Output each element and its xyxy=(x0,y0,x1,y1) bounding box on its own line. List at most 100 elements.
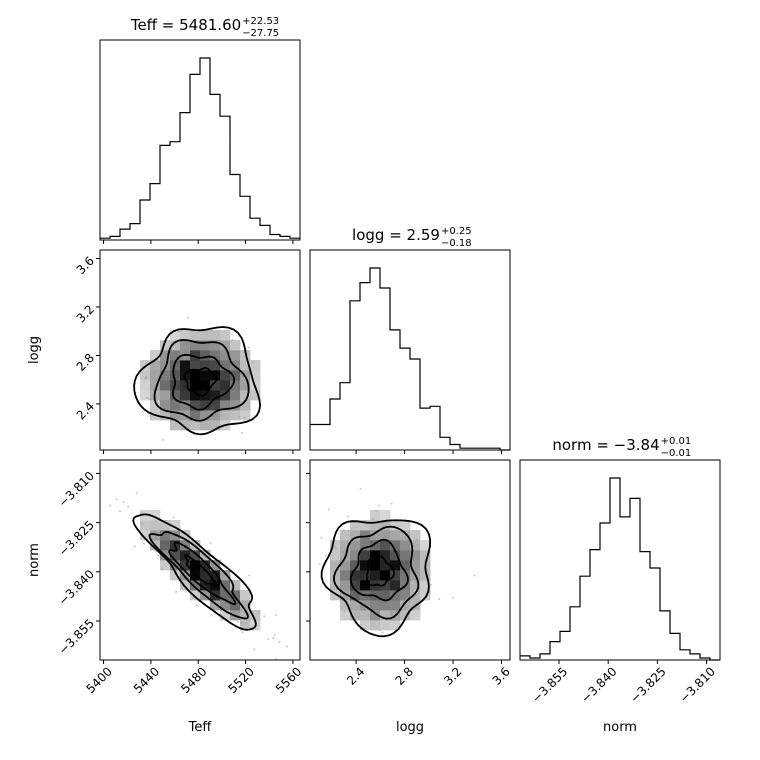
density-cell xyxy=(200,380,211,391)
density-cell xyxy=(240,380,251,391)
density-cell xyxy=(370,560,381,571)
density-cell xyxy=(240,360,251,371)
density-cell xyxy=(140,530,151,541)
contour-1.5sigma xyxy=(153,339,250,422)
density-cell xyxy=(220,400,231,411)
density-cell xyxy=(170,390,181,401)
sample-point xyxy=(115,498,118,501)
x-tick-label-Teff: 5520 xyxy=(226,664,257,695)
density-cell xyxy=(380,510,391,521)
density-cell xyxy=(190,410,201,421)
density-cell xyxy=(350,530,361,541)
sample-point xyxy=(248,574,251,577)
y-axis-label-norm: norm xyxy=(27,543,42,577)
sample-point xyxy=(272,637,275,640)
density-cell xyxy=(140,380,151,391)
density-cell xyxy=(170,350,181,361)
density-cell xyxy=(330,590,341,601)
sample-point xyxy=(451,596,454,599)
y-tick-label-norm: −3.840 xyxy=(56,567,97,608)
sample-point xyxy=(209,542,212,545)
sample-point xyxy=(359,487,362,490)
panel-frame-Teff-norm xyxy=(99,459,301,661)
sample-point xyxy=(184,590,187,593)
title-main-logg: logg = 2.59 xyxy=(352,226,440,244)
sample-point xyxy=(390,502,393,505)
density-cell xyxy=(150,380,161,391)
density-cell xyxy=(180,390,191,401)
density-cell xyxy=(200,370,211,381)
density-cell xyxy=(150,370,161,381)
density-cell xyxy=(390,570,401,581)
density-cell xyxy=(170,550,181,561)
density-cell xyxy=(190,340,201,351)
density-cell xyxy=(210,580,221,591)
density-cell xyxy=(200,570,211,581)
density-cell xyxy=(330,560,341,571)
density-cell xyxy=(420,550,431,561)
density-cell xyxy=(210,350,221,361)
sample-point xyxy=(428,591,431,594)
x-tick-label-norm: −3.810 xyxy=(677,664,718,705)
panel-frames xyxy=(99,39,721,661)
density-cell xyxy=(400,560,411,571)
sample-point xyxy=(416,538,419,542)
title-plus-Teff: +22.53 xyxy=(242,16,279,27)
sample-point xyxy=(196,603,199,607)
sample-point xyxy=(253,648,256,651)
density-cell xyxy=(220,360,231,371)
sample-point xyxy=(143,542,146,545)
density-cell xyxy=(220,570,231,581)
title-logg: logg = 2.59 +0.25−0.18 xyxy=(352,226,472,249)
density-cell xyxy=(140,520,151,531)
density-cell xyxy=(140,370,151,381)
density-cell xyxy=(140,360,151,371)
density-cell xyxy=(210,420,221,431)
density-cell xyxy=(150,360,161,371)
tick-layer xyxy=(96,240,708,664)
density-cell xyxy=(390,530,401,541)
contour-2sigma xyxy=(133,326,261,436)
sample-point xyxy=(148,398,152,401)
sample-point xyxy=(226,570,229,574)
density-cell xyxy=(370,530,381,541)
density-cell xyxy=(190,400,201,411)
density-cell xyxy=(410,610,421,621)
density-cell xyxy=(190,580,201,591)
density-cell xyxy=(360,610,371,621)
contour-1sigma xyxy=(349,538,409,602)
sample-point xyxy=(162,438,165,441)
density-cell xyxy=(190,390,201,401)
sample-point xyxy=(320,536,323,539)
sample-point xyxy=(241,622,244,625)
sample-point xyxy=(144,375,148,379)
sample-point xyxy=(438,597,441,601)
panel-frame-logg-logg xyxy=(309,249,511,451)
density-cell xyxy=(390,540,401,551)
x-tick-label-logg: 2.8 xyxy=(393,664,416,687)
density-cell xyxy=(390,590,401,601)
density-cell xyxy=(150,510,161,521)
density-cell xyxy=(250,390,261,401)
density-cell xyxy=(380,580,391,591)
x-tick-label-logg: 3.2 xyxy=(441,664,464,687)
sample-point xyxy=(181,585,184,588)
sample-point xyxy=(243,416,246,419)
panel-frame-Teff-logg xyxy=(99,249,301,451)
density-cell xyxy=(380,590,391,601)
density-cell xyxy=(340,590,351,601)
density-cell xyxy=(360,560,371,571)
density-cell xyxy=(380,610,391,621)
density-cell xyxy=(330,540,341,551)
sample-point xyxy=(231,338,234,341)
density-cell xyxy=(160,360,171,371)
density-cell xyxy=(360,570,371,581)
density-cell xyxy=(390,550,401,561)
density-cell xyxy=(170,520,181,531)
density-cell xyxy=(160,540,171,551)
density-cell xyxy=(380,550,391,561)
density-cell xyxy=(410,560,421,571)
density-cell xyxy=(230,360,241,371)
sample-point xyxy=(343,610,346,613)
density-cell xyxy=(240,600,251,611)
